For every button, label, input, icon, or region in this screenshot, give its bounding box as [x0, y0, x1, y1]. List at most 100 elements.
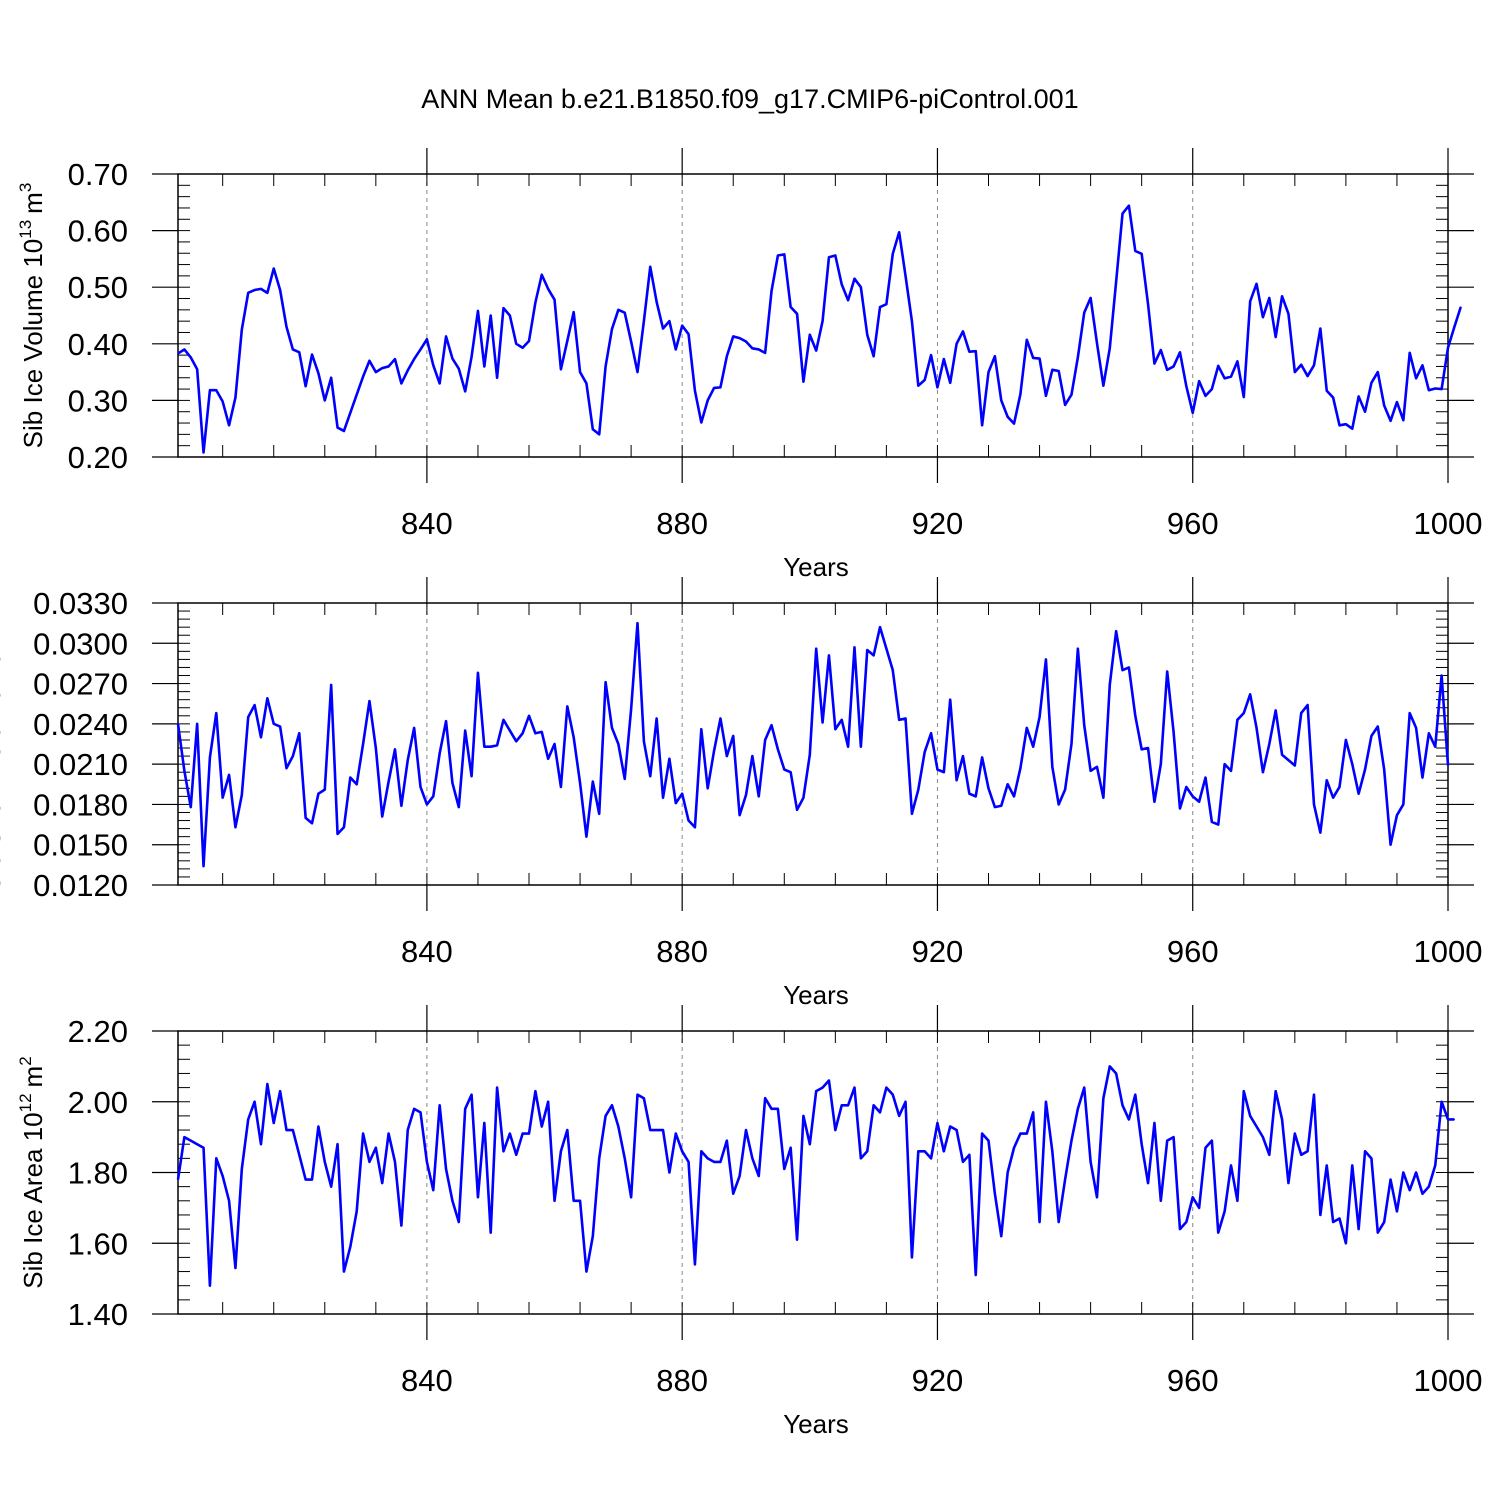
data-point	[202, 865, 205, 867]
data-point	[630, 708, 632, 710]
data-point	[253, 289, 256, 291]
data-point	[1172, 731, 1175, 733]
data-point	[426, 338, 428, 340]
data-point	[630, 340, 632, 343]
y-tick-label: 1.80	[68, 1156, 128, 1191]
data-point	[1236, 1200, 1238, 1202]
data-point	[381, 1182, 383, 1184]
x-tick-label: 920	[912, 934, 964, 969]
data-point	[1211, 388, 1213, 390]
x-tick-label: 960	[1167, 934, 1219, 969]
data-point	[324, 1161, 326, 1163]
data-point	[1402, 1171, 1404, 1174]
data-point	[1141, 253, 1143, 255]
data-point	[534, 732, 536, 734]
data-point	[336, 833, 339, 835]
data-point	[936, 768, 939, 771]
data-point	[975, 350, 977, 352]
data-point	[1281, 754, 1283, 756]
data-point	[190, 1140, 192, 1142]
data-point	[1007, 416, 1009, 418]
data-point	[802, 381, 805, 383]
data-point	[547, 1101, 549, 1103]
data-point	[770, 724, 773, 726]
data-point	[1153, 801, 1156, 803]
data-point	[758, 1175, 760, 1177]
data-point	[694, 390, 696, 392]
data-point	[866, 649, 868, 651]
data-point	[490, 1232, 492, 1234]
data-point	[1083, 724, 1085, 726]
data-point	[783, 768, 785, 771]
y-tick-label: 0.60	[68, 214, 128, 249]
data-point	[375, 1147, 377, 1149]
data-point	[617, 743, 619, 745]
data-point	[1179, 807, 1181, 810]
data-point	[1077, 1108, 1079, 1110]
data-point	[1121, 669, 1124, 671]
x-tick-label: 880	[656, 506, 708, 541]
data-point	[783, 1168, 785, 1170]
data-point	[477, 310, 479, 312]
data-point	[279, 289, 281, 291]
data-point	[356, 1210, 358, 1213]
data-point	[547, 288, 549, 290]
data-point	[222, 1175, 224, 1177]
data-point	[968, 1154, 970, 1156]
data-point	[879, 1111, 881, 1113]
data-point	[183, 770, 185, 772]
data-point	[949, 699, 951, 701]
data-point	[604, 1115, 607, 1117]
data-point	[700, 1150, 702, 1152]
data-point	[1134, 250, 1136, 252]
data-point	[1198, 801, 1200, 803]
y-tick-label: 2.00	[68, 1085, 128, 1120]
y-axis-label-part: m	[18, 192, 48, 214]
data-point	[522, 732, 524, 734]
data-point	[279, 1090, 281, 1092]
data-point	[1230, 376, 1232, 378]
data-point	[1204, 776, 1207, 779]
data-point	[1019, 393, 1022, 395]
data-point	[764, 352, 766, 354]
data-point	[464, 390, 466, 392]
data-point	[981, 1132, 983, 1135]
x-tick-label: 880	[656, 1363, 708, 1398]
data-point	[892, 669, 894, 671]
data-point	[726, 355, 728, 357]
data-point	[630, 1196, 632, 1198]
data-point	[1211, 821, 1213, 823]
data-point	[847, 746, 849, 748]
data-point	[1007, 1171, 1009, 1174]
data-point	[917, 385, 919, 387]
data-point	[1217, 823, 1219, 826]
data-point	[1370, 735, 1373, 737]
data-point	[930, 732, 932, 734]
x-axis-label: Years	[783, 552, 849, 582]
series-line	[176, 621, 1450, 868]
y-tick-label: 0.30	[68, 383, 128, 418]
data-point	[1243, 712, 1245, 714]
data-point	[847, 1104, 849, 1106]
data-point	[234, 826, 237, 828]
data-point	[190, 356, 192, 358]
data-point	[962, 755, 964, 757]
data-point	[330, 1186, 332, 1188]
y-axis-label: Sib Ice Volume 1013 m3	[16, 183, 48, 449]
data-point	[1153, 1122, 1156, 1124]
data-point	[356, 394, 358, 396]
data-point	[592, 1235, 594, 1237]
data-point	[1383, 1221, 1385, 1223]
data-point	[222, 400, 224, 403]
data-point	[1109, 684, 1111, 686]
data-point	[1294, 371, 1296, 373]
data-point	[809, 1143, 811, 1145]
series-line	[176, 1065, 1455, 1287]
data-point	[1172, 365, 1175, 368]
data-point	[1096, 1196, 1098, 1198]
data-point	[1070, 1140, 1073, 1142]
data-point	[260, 288, 262, 290]
data-point	[458, 806, 460, 808]
data-point	[177, 352, 179, 355]
